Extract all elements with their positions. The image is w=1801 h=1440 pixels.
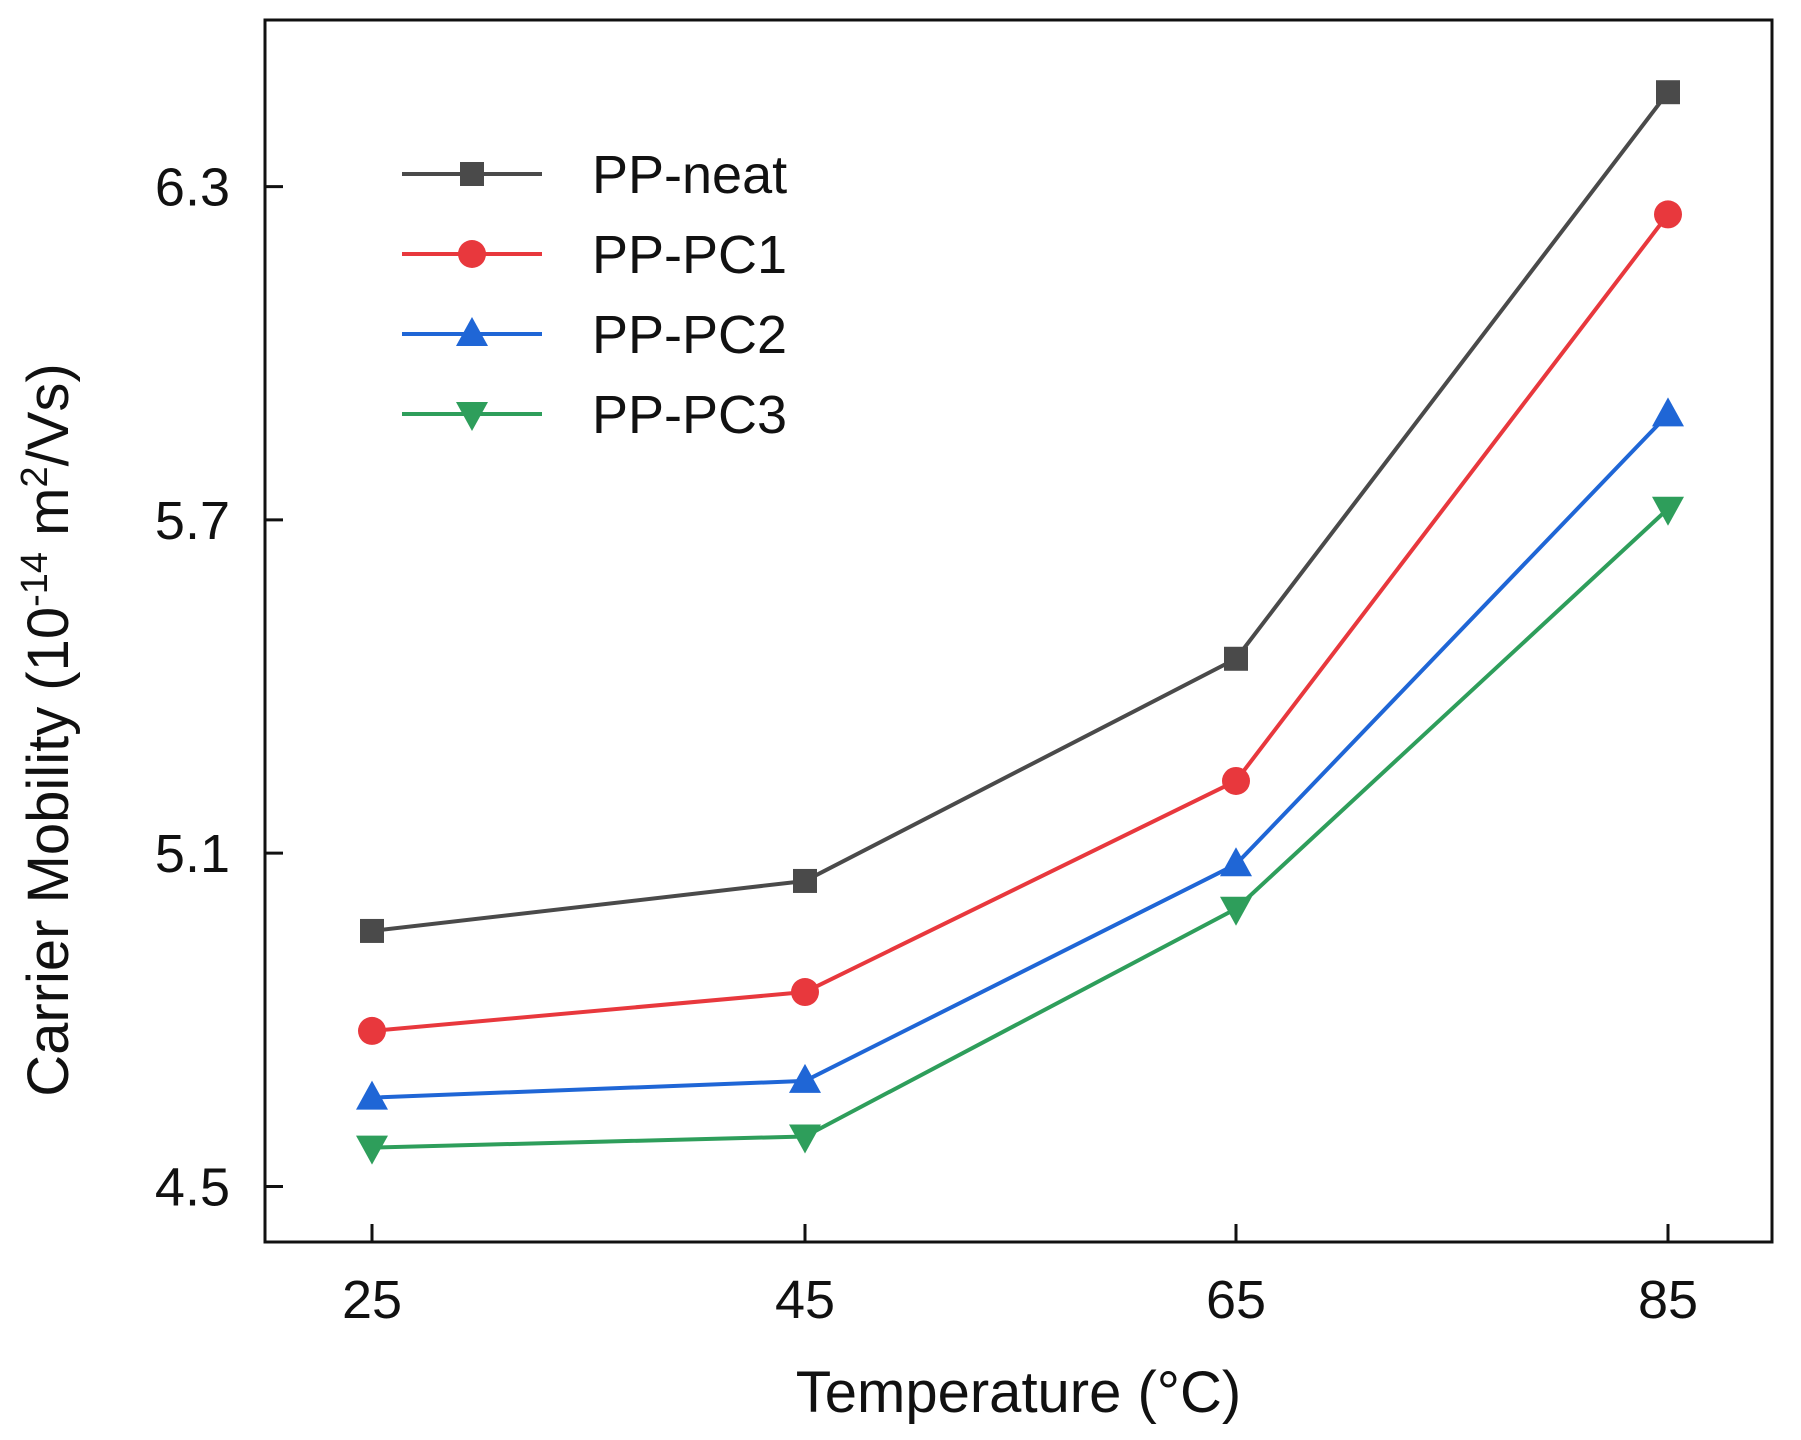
y-axis-title-prefix: Carrier Mobility (10 xyxy=(16,607,81,1097)
y-axis-title: Carrier Mobility (10-14 m2/Vs) xyxy=(14,363,81,1097)
legend: PP-neat PP-PC1 PP-PC2 PP-PC3 xyxy=(402,145,787,445)
x-tick-label-45: 45 xyxy=(775,1270,835,1330)
data-point-pp-pc3-25 xyxy=(356,1135,388,1165)
data-point-pp-pc2-45 xyxy=(789,1063,821,1093)
legend-item-pp-pc1: PP-PC1 xyxy=(402,225,787,285)
x-tick-label-65: 65 xyxy=(1206,1270,1266,1330)
y-axis-title-suffix: /Vs) xyxy=(16,363,81,466)
series-line-pp-pc1 xyxy=(370,212,1670,1033)
x-tick-label-85: 85 xyxy=(1638,1270,1698,1330)
y-tick-label-5.1: 5.1 xyxy=(155,824,230,884)
series-line-pp-neat xyxy=(370,90,1670,933)
data-point-pp-pc2-25 xyxy=(356,1080,388,1110)
series-layer xyxy=(356,80,1684,1165)
data-point-pp-neat-85 xyxy=(1656,80,1680,105)
series-line-pp-pc2 xyxy=(370,412,1670,1100)
legend-marker-pp-neat xyxy=(460,162,484,186)
data-point-pp-pc1-45 xyxy=(791,978,819,1007)
axis-layer: 25 45 65 85 4.5 5.1 5.7 6.3 xyxy=(155,18,1774,1330)
legend-marker-pp-pc1 xyxy=(458,240,486,268)
y-axis-title-exponent-2: 2 xyxy=(14,466,56,487)
legend-label-pp-pc3: PP-PC3 xyxy=(592,385,787,445)
data-point-pp-pc3-45 xyxy=(789,1124,821,1154)
legend-label-pp-neat: PP-neat xyxy=(592,145,787,205)
y-tick-label-6.3: 6.3 xyxy=(155,158,230,218)
data-point-pp-pc1-65 xyxy=(1222,766,1250,795)
y-axis-title-middle: m xyxy=(16,488,81,552)
y-tick-label-4.5: 4.5 xyxy=(155,1157,230,1217)
legend-item-pp-pc3: PP-PC3 xyxy=(402,385,787,445)
x-axis-title: Temperature (°C) xyxy=(796,1360,1241,1425)
series-line-pp-pc3 xyxy=(370,506,1670,1150)
data-point-pp-neat-45 xyxy=(793,868,817,893)
data-point-pp-pc3-65 xyxy=(1220,896,1252,926)
data-point-pp-pc2-85 xyxy=(1652,397,1684,427)
y-tick-label-5.7: 5.7 xyxy=(155,491,230,551)
y-axis-title-exponent-1: -14 xyxy=(14,552,56,607)
plot-frame xyxy=(263,18,1774,1244)
legend-label-pp-pc2: PP-PC2 xyxy=(592,305,787,365)
data-point-pp-pc1-85 xyxy=(1654,200,1682,229)
legend-item-pp-pc2: PP-PC2 xyxy=(402,305,787,365)
x-tick-label-25: 25 xyxy=(342,1270,402,1330)
data-point-pp-neat-65 xyxy=(1224,646,1248,671)
legend-label-pp-pc1: PP-PC1 xyxy=(592,225,787,285)
legend-marker-pp-pc3 xyxy=(456,402,488,431)
data-point-pp-pc2-65 xyxy=(1220,847,1252,877)
data-point-pp-pc3-85 xyxy=(1652,496,1684,526)
legend-item-pp-neat: PP-neat xyxy=(402,145,787,205)
legend-marker-pp-pc2 xyxy=(456,317,488,346)
data-point-pp-pc1-25 xyxy=(358,1016,386,1045)
data-point-pp-neat-25 xyxy=(360,918,384,943)
